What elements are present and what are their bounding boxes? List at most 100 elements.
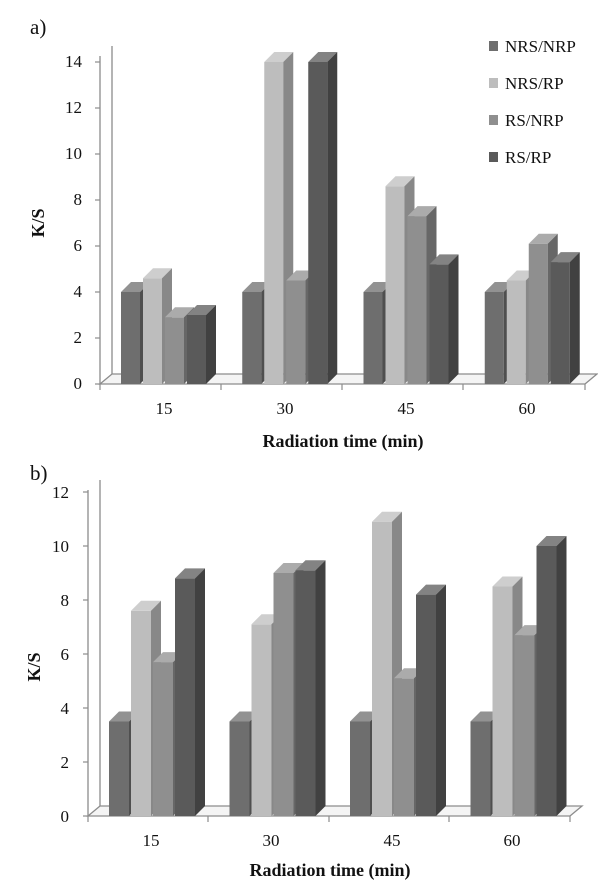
legend-label: NRS/RP [505,74,564,93]
legend-swatch [489,115,498,125]
bar-front-face [372,521,392,816]
bar-front-face [429,264,449,384]
bar-side-face [195,568,205,816]
bar-top-face [187,305,216,315]
legend-label: RS/RP [505,148,551,167]
bar-top-face [484,282,514,292]
x-axis-title-b: Radiation time (min) [250,860,411,881]
bar [550,252,580,384]
bar-front-face [308,62,328,384]
x-tick-label: 45 [398,399,415,418]
x-tick-label: 15 [143,831,160,850]
bar-side-face [206,305,216,384]
bar-front-face [109,721,129,816]
y-tick-label: 4 [74,282,83,301]
y-tick-label: 4 [61,699,70,718]
legend-item-nrs-rp: NRS/RP [489,74,564,93]
legend: NRS/NRP NRS/RP RS/NRP RS/RP [489,37,576,167]
bar-front-face [514,635,535,816]
bar-front-face [492,586,513,816]
legend-item-rs-rp: RS/RP [489,148,551,167]
y-tick-label: 6 [61,645,70,664]
chart-panel-b: b) K/S 0 2 4 6 8 10 12 [24,461,584,881]
y-tick-label: 0 [74,374,83,393]
x-tick-label: 45 [384,831,401,850]
bar-side-face [327,52,338,384]
bar-front-face [506,280,526,384]
bar-front-face [131,610,151,816]
y-tick-label: 2 [61,753,70,772]
y-tick-label: 12 [52,483,69,502]
bar-front-face [295,570,316,816]
bars-panel-b [109,511,567,816]
y-tick-label: 10 [65,144,82,163]
bar-front-face [242,292,262,384]
bar-front-face [407,216,427,384]
y-axis-title-a: K/S [28,208,48,237]
bar-front-face [350,721,370,816]
legend-label: RS/NRP [505,111,564,130]
bar-side-face [315,560,326,816]
bar-top-face [286,270,316,281]
bars-panel-a [121,52,580,384]
x-tick-label: 30 [263,831,280,850]
bar-front-face [187,315,206,384]
bar-top-face [264,52,294,62]
legend-swatch [489,41,498,51]
bar-front-face [121,292,140,384]
bar-side-face [436,584,446,816]
bar-front-face [175,578,195,816]
y-tick-label: 12 [65,98,82,117]
x-tick-label: 15 [156,399,173,418]
x-ticks-b [87,816,571,822]
bar-front-face [273,573,294,816]
bar-top-face [528,233,558,244]
x-tick-labels-b: 15 30 45 60 [143,831,521,850]
bar-top-face [308,52,338,62]
y-tick-label: 8 [74,190,83,209]
bar-front-face [484,292,504,384]
bar [536,536,567,816]
x-axis-title-a: Radiation time (min) [263,431,424,452]
bar-top-face [363,282,393,292]
x-tick-label: 60 [519,399,536,418]
bar-front-face [143,278,162,384]
bar-front-face [385,186,405,384]
bar-front-face [264,62,284,384]
bar-top-face [121,282,150,292]
bar [416,584,446,816]
legend-swatch [489,78,498,88]
y-ticks-a [95,61,100,385]
panel-label-b: b) [30,461,48,485]
panel-label-a: a) [30,15,46,39]
bar-front-face [229,721,250,816]
bar-front-face [416,594,436,816]
bar-top-face [143,268,172,279]
y-tick-label: 0 [61,807,70,826]
bar-side-face [569,252,580,384]
bar-front-face [363,292,383,384]
bar [175,568,205,816]
x-tick-label: 60 [504,831,521,850]
y-axis-title-b: K/S [24,652,44,681]
bar-front-face [251,624,272,816]
x-tick-label: 30 [277,399,294,418]
bar-front-face [394,678,414,816]
y-tick-labels-a: 0 2 4 6 8 10 12 14 [65,52,83,393]
bar-side-face [448,254,459,384]
bar [187,305,216,384]
legend-swatch [489,152,498,162]
bar-top-face [165,307,194,318]
bar-front-face [165,317,184,384]
bar [295,560,326,816]
bar-top-face [550,252,580,263]
bar-front-face [286,280,306,384]
bar [308,52,338,384]
bar-front-face [153,662,173,816]
x-ticks-a [99,384,586,390]
bar [429,254,459,384]
bar-top-face [407,206,437,217]
y-ticks-b [83,491,88,817]
bar-top-face [429,254,459,265]
chart-panel-a: a) K/S 0 2 4 6 8 10 12 14 [28,15,598,452]
